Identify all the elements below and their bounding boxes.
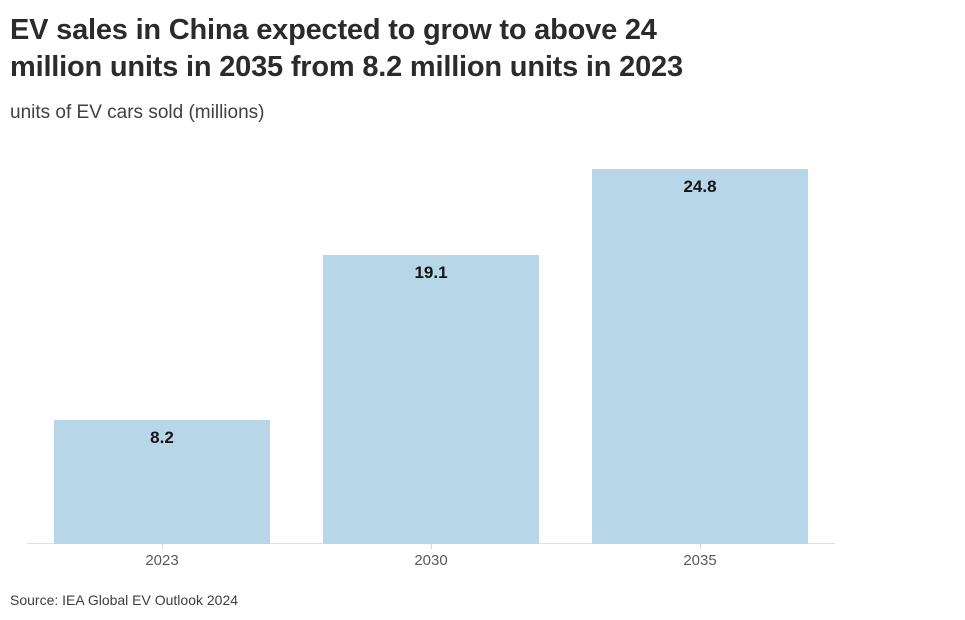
bar-value-label: 8.2: [150, 428, 174, 447]
x-axis-tick: [431, 544, 432, 549]
bar-2023: 8.2: [54, 420, 270, 544]
x-axis-label-2023: 2023: [145, 552, 179, 569]
x-axis-tick: [700, 544, 701, 549]
bar-value-label: 24.8: [683, 177, 717, 196]
plot-area: 8.2 2023 19.1 2030 24.8 2035: [0, 150, 965, 569]
source-attribution: Source: IEA Global EV Outlook 2024: [10, 592, 239, 608]
bar-2035: 24.8: [592, 169, 808, 544]
x-axis-label-2035: 2035: [683, 552, 717, 569]
bar-2030: 19.1: [323, 255, 539, 544]
chart-title: EV sales in China expected to grow to ab…: [10, 12, 855, 86]
chart-subtitle: units of EV cars sold (millions): [10, 102, 265, 123]
x-axis-label-2030: 2030: [414, 552, 448, 569]
x-axis-tick: [162, 544, 163, 549]
chart-title-line2: million units in 2035 from 8.2 million u…: [10, 51, 683, 83]
chart-title-line1: EV sales in China expected to grow to ab…: [10, 14, 657, 46]
bar-value-label: 19.1: [414, 263, 448, 282]
